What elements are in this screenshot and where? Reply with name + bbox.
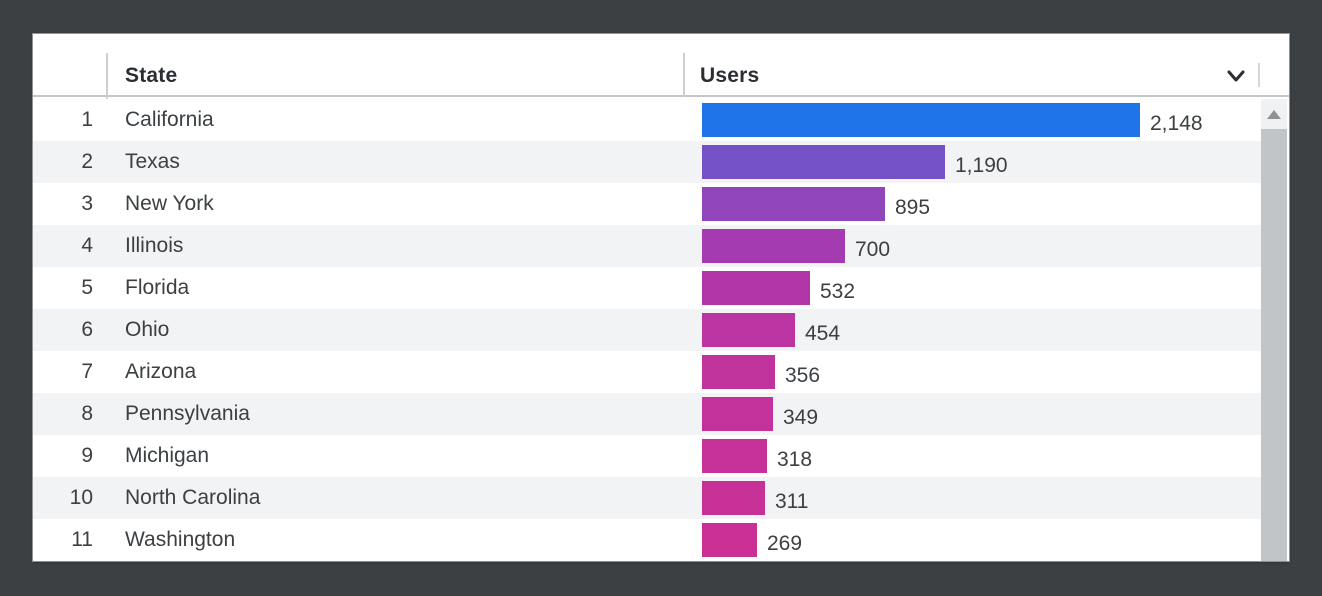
row-users-cell: 532 <box>683 267 1261 309</box>
users-bar <box>702 145 945 179</box>
users-value: 318 <box>777 448 813 471</box>
users-bar <box>702 355 775 389</box>
table-row: 1 California 2,148 <box>33 99 1261 141</box>
row-users-cell: 454 <box>683 309 1261 351</box>
row-users-cell: 356 <box>683 351 1261 393</box>
row-state: Pennsylvania <box>125 402 250 425</box>
row-rank: 4 <box>81 234 93 257</box>
row-rank: 7 <box>81 360 93 383</box>
row-state: Ohio <box>125 318 170 341</box>
users-value: 2,148 <box>1150 112 1203 135</box>
row-rank: 6 <box>81 318 93 341</box>
chevron-down-icon[interactable] <box>1225 66 1247 86</box>
scroll-up-arrow-icon <box>1267 109 1281 119</box>
row-rank: 11 <box>71 528 93 551</box>
users-value: 311 <box>775 490 809 513</box>
row-state: California <box>125 108 214 131</box>
table-row: 11 Washington 269 <box>33 519 1261 561</box>
row-users-cell: 311 <box>683 477 1261 519</box>
row-users-cell: 349 <box>683 393 1261 435</box>
row-users-cell: 1,190 <box>683 141 1261 183</box>
row-rank: 9 <box>81 444 93 467</box>
users-value: 1,190 <box>955 154 1008 177</box>
row-rank: 2 <box>81 150 93 173</box>
row-state: North Carolina <box>125 486 261 509</box>
users-value: 269 <box>767 532 803 555</box>
column-header-state[interactable]: State <box>125 64 178 87</box>
users-bar <box>702 187 885 221</box>
users-bar <box>702 481 765 515</box>
table-row: 7 Arizona 356 <box>33 351 1261 393</box>
chevron-divider <box>1258 63 1260 87</box>
row-rank: 3 <box>81 192 93 215</box>
table-row: 8 Pennsylvania 349 <box>33 393 1261 435</box>
table-row: 4 Illinois 700 <box>33 225 1261 267</box>
table-header: State Users <box>33 34 1289 97</box>
data-table-card: State Users 1 California 2,148 2 Texas 1… <box>33 34 1289 561</box>
row-users-cell: 269 <box>683 519 1261 561</box>
row-users-cell: 895 <box>683 183 1261 225</box>
users-bar <box>702 397 773 431</box>
table-row: 3 New York 895 <box>33 183 1261 225</box>
row-users-cell: 700 <box>683 225 1261 267</box>
users-value: 454 <box>805 322 841 345</box>
table-row: 9 Michigan 318 <box>33 435 1261 477</box>
users-column-divider-header <box>683 53 685 97</box>
row-state: Texas <box>125 150 180 173</box>
users-bar <box>702 103 1140 137</box>
table-row: 5 Florida 532 <box>33 267 1261 309</box>
table-row: 10 North Carolina 311 <box>33 477 1261 519</box>
row-state: Florida <box>125 276 190 299</box>
table-row: 2 Texas 1,190 <box>33 141 1261 183</box>
table-row: 6 Ohio 454 <box>33 309 1261 351</box>
users-bar <box>702 523 757 557</box>
users-value: 349 <box>783 406 819 429</box>
column-header-users[interactable]: Users <box>700 64 760 87</box>
users-value: 532 <box>820 280 856 303</box>
row-users-cell: 2,148 <box>683 99 1261 141</box>
scroll-up-button[interactable] <box>1261 99 1287 129</box>
row-state: Washington <box>125 528 236 551</box>
users-bar <box>702 271 810 305</box>
vertical-scrollbar[interactable] <box>1261 99 1287 561</box>
users-bar <box>702 229 845 263</box>
users-bar <box>702 439 767 473</box>
scrollbar-thumb[interactable] <box>1261 129 1287 561</box>
row-state: Arizona <box>125 360 197 383</box>
users-value: 895 <box>895 196 931 219</box>
row-rank: 5 <box>81 276 93 299</box>
row-state: Michigan <box>125 444 210 467</box>
row-rank: 8 <box>81 402 93 425</box>
row-rank: 10 <box>69 486 93 509</box>
users-bar <box>702 313 795 347</box>
table-body: 1 California 2,148 2 Texas 1,190 3 New Y… <box>33 99 1261 561</box>
row-rank: 1 <box>81 108 93 131</box>
row-state: Illinois <box>125 234 184 257</box>
users-value: 356 <box>785 364 821 387</box>
row-users-cell: 318 <box>683 435 1261 477</box>
row-state: New York <box>125 192 214 215</box>
users-value: 700 <box>855 238 891 261</box>
